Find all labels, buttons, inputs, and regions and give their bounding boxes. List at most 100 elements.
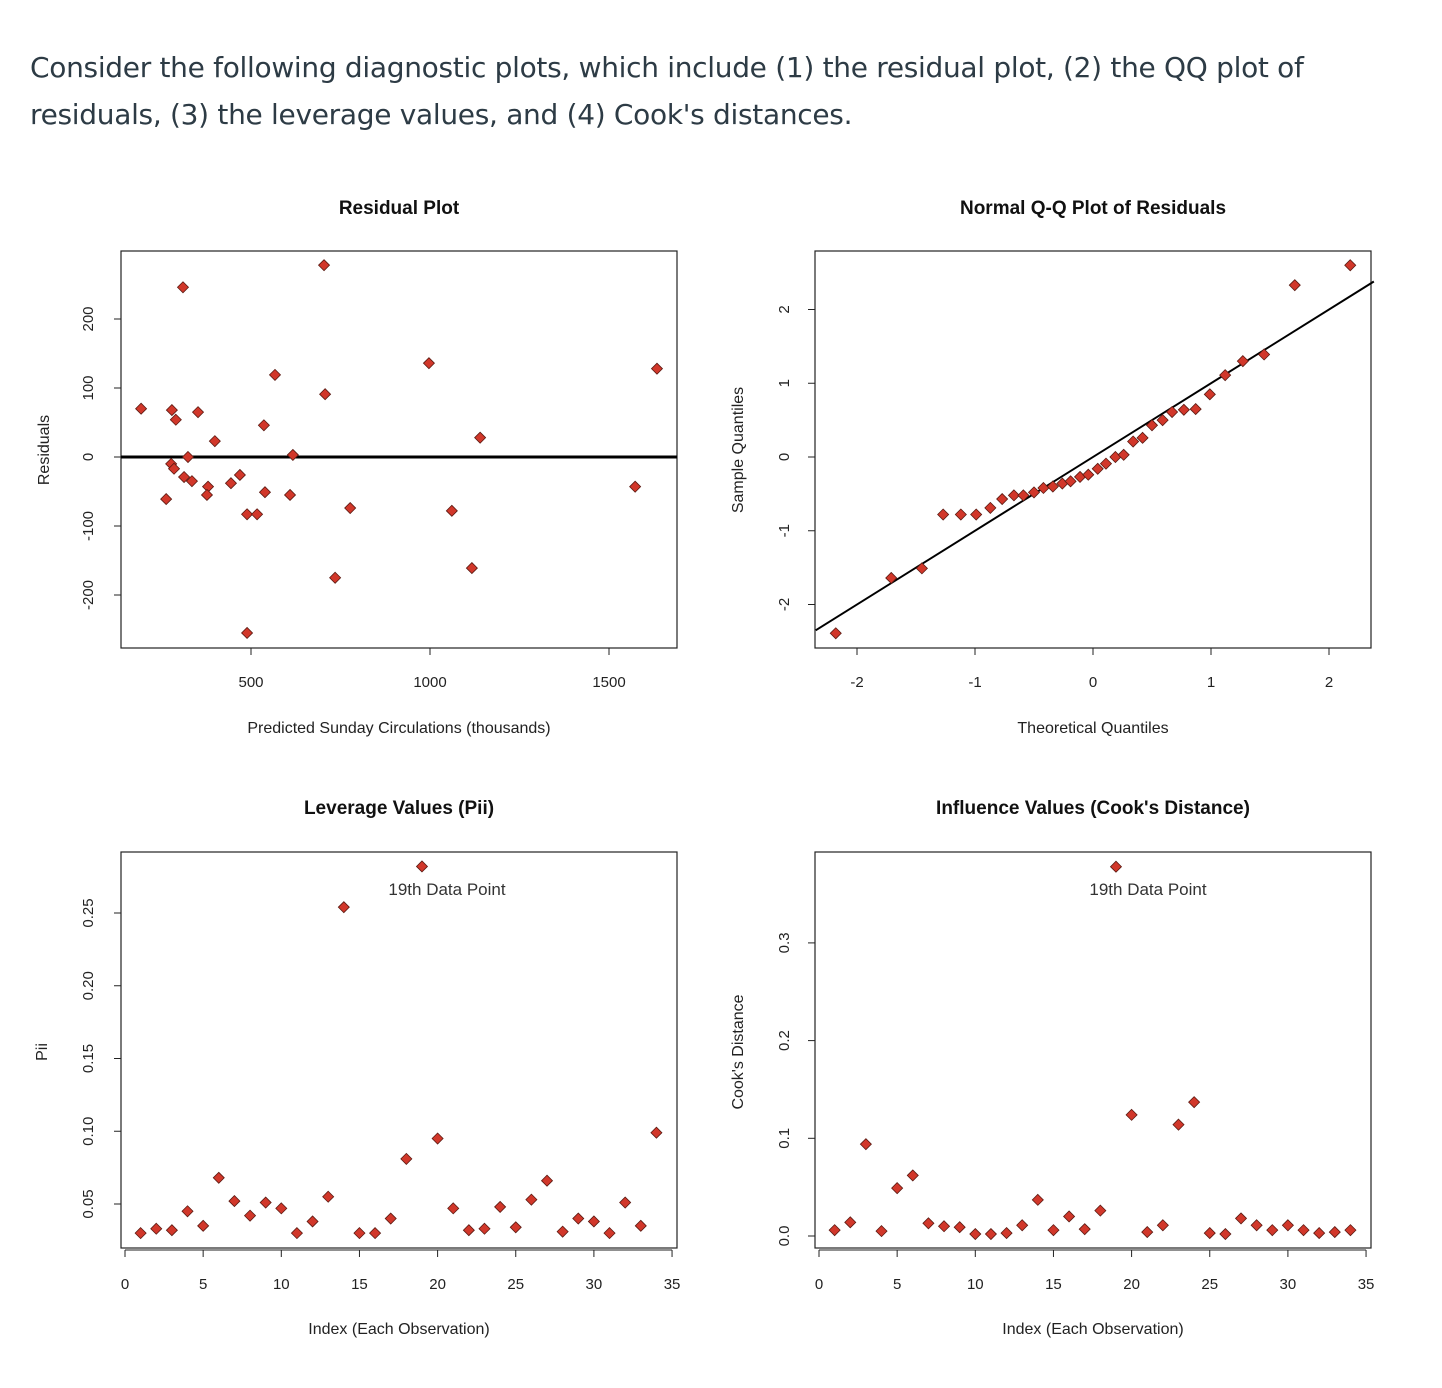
leverage-plot-xlabel: Index (Each Observation) — [308, 1321, 489, 1338]
y-tick-label: 1 — [776, 379, 793, 387]
y-tick-label: 0.3 — [776, 932, 793, 953]
data-point — [160, 493, 173, 506]
x-tick-label: 5 — [893, 1276, 901, 1293]
data-point — [891, 1182, 904, 1195]
y-tick-label: 0.05 — [80, 1189, 97, 1218]
leverage-plot: Leverage Values (Pii) Index (Each Observ… — [34, 798, 680, 1338]
data-point — [572, 1212, 585, 1225]
data-point — [169, 413, 182, 426]
data-point — [369, 1227, 382, 1240]
y-tick-label: 0 — [776, 453, 793, 461]
x-tick-label: 1000 — [413, 674, 446, 691]
data-point — [1189, 402, 1202, 416]
x-tick-label: 15 — [1045, 1276, 1062, 1293]
data-point — [1007, 489, 1021, 502]
x-tick-label: -1 — [968, 674, 981, 691]
data-point — [322, 1190, 335, 1203]
data-point — [650, 1126, 663, 1139]
data-point — [1064, 475, 1077, 488]
data-point — [650, 362, 664, 375]
x-tick-label: 0 — [1089, 674, 1097, 691]
residual-plot-ylabel: Residuals — [36, 415, 53, 485]
data-point — [996, 492, 1009, 506]
qq-plot-title: Normal Q-Q Plot of Residuals — [960, 198, 1226, 219]
data-point — [191, 406, 205, 419]
qq-plot-xlabel: Theoretical Quantiles — [1017, 720, 1168, 737]
data-point — [290, 1227, 303, 1240]
data-point — [984, 1227, 997, 1241]
data-point — [1016, 1219, 1029, 1232]
residual-plot: Residual Plot Predicted Sunday Circulati… — [36, 198, 678, 737]
data-point — [1344, 1224, 1357, 1237]
y-tick-label: 200 — [80, 306, 97, 331]
data-point — [494, 1200, 507, 1213]
data-point — [259, 1196, 272, 1209]
data-point — [1082, 468, 1095, 481]
x-tick-label: 30 — [586, 1276, 603, 1293]
data-point — [306, 1215, 319, 1228]
data-point — [1236, 355, 1249, 368]
data-point — [1109, 860, 1123, 873]
y-tick-label: 0.10 — [80, 1117, 97, 1146]
x-tick-label: 30 — [1280, 1276, 1297, 1293]
data-point — [445, 504, 458, 517]
data-point — [540, 1174, 554, 1187]
data-point — [1219, 1227, 1232, 1241]
data-point — [317, 259, 331, 272]
y-tick-label: 0.15 — [80, 1044, 97, 1073]
leverage-annotation: 19th Data Point — [388, 880, 505, 899]
data-point — [1099, 457, 1113, 470]
data-point — [969, 1227, 982, 1241]
data-point — [1258, 348, 1271, 361]
cooks-plot-title: Influence Values (Cook's Distance) — [936, 798, 1250, 819]
data-point — [1203, 388, 1216, 401]
y-tick-label: 0.2 — [776, 1030, 793, 1051]
data-point — [906, 1169, 919, 1182]
data-point — [400, 1152, 413, 1165]
data-point — [1091, 462, 1104, 475]
data-point — [922, 1217, 935, 1230]
residual-plot-title: Residual Plot — [339, 198, 460, 219]
data-point — [1017, 489, 1030, 502]
x-tick-label: 15 — [351, 1276, 368, 1293]
x-tick-label: 0 — [121, 1276, 129, 1293]
data-point — [1027, 486, 1041, 499]
data-point — [1297, 1224, 1310, 1237]
data-point — [228, 1195, 241, 1208]
y-tick-label: 0.1 — [776, 1128, 793, 1149]
data-point — [240, 508, 254, 521]
data-point — [954, 508, 967, 521]
data-point — [1328, 1226, 1341, 1239]
qq-reference-line — [815, 280, 1375, 632]
data-point — [329, 571, 342, 584]
data-point — [134, 1227, 147, 1240]
data-point — [525, 1193, 538, 1206]
data-point — [1117, 448, 1130, 461]
data-point — [829, 627, 842, 640]
x-tick-label: 500 — [238, 674, 263, 691]
data-point — [181, 450, 195, 464]
y-tick-label: -200 — [80, 580, 97, 610]
qq-plot: Normal Q-Q Plot of Residuals Theoretical… — [730, 198, 1375, 737]
data-point — [135, 402, 148, 415]
x-tick-label: 25 — [1201, 1276, 1218, 1293]
data-point — [431, 1132, 444, 1145]
x-tick-label: 20 — [1123, 1276, 1140, 1293]
data-point — [1188, 1096, 1201, 1109]
data-point — [1165, 405, 1179, 419]
data-point — [344, 501, 357, 515]
question-text: Consider the following diagnostic plots,… — [30, 51, 1304, 131]
data-point — [465, 562, 478, 575]
data-point — [224, 477, 238, 490]
x-tick-label: 1 — [1207, 674, 1215, 691]
data-point — [337, 901, 350, 914]
plot-frame — [814, 851, 1372, 1249]
data-point — [181, 1205, 194, 1218]
x-tick-label: 0 — [815, 1276, 823, 1293]
data-point — [587, 1215, 600, 1228]
data-point — [319, 388, 332, 401]
x-tick-label: -2 — [850, 674, 863, 691]
data-point — [915, 562, 928, 575]
y-tick-label: 0.25 — [80, 898, 97, 927]
x-tick-label: 35 — [1358, 1276, 1375, 1293]
